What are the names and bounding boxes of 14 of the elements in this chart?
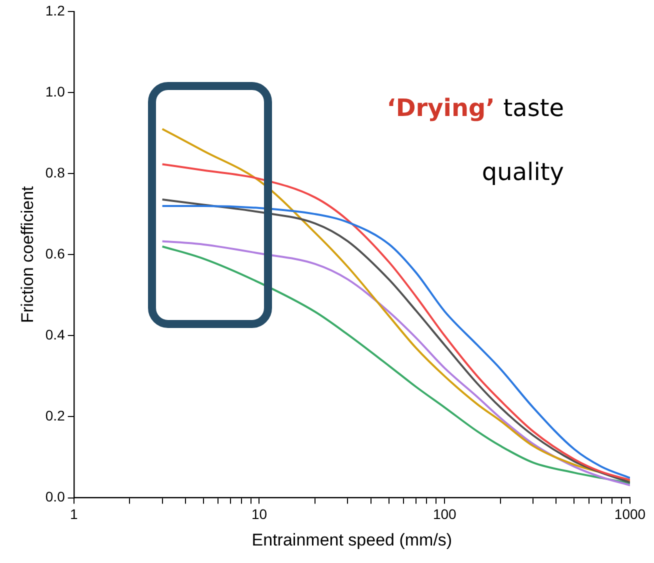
x-tick-label: 100 (432, 506, 457, 522)
x-axis-title: Entrainment speed (mm/s) (252, 530, 452, 550)
x-tick-label: 10 (251, 506, 268, 522)
y-tick-label: 0.4 (45, 326, 66, 343)
y-axis-title: Friction coefficient (18, 186, 37, 323)
x-tick-label: 1000 (614, 506, 646, 522)
x-tick-label: 1 (70, 506, 78, 522)
y-tick-label: 0.8 (45, 164, 66, 180)
y-tick-label: 0.2 (45, 408, 66, 424)
y-tick-label: 1.0 (45, 83, 66, 100)
annotation: ‘Drying’ (386, 94, 496, 122)
y-tick-label: 1.2 (45, 2, 66, 18)
y-tick-label: 0.0 (45, 488, 66, 505)
y-tick-label: 0.6 (45, 245, 66, 262)
